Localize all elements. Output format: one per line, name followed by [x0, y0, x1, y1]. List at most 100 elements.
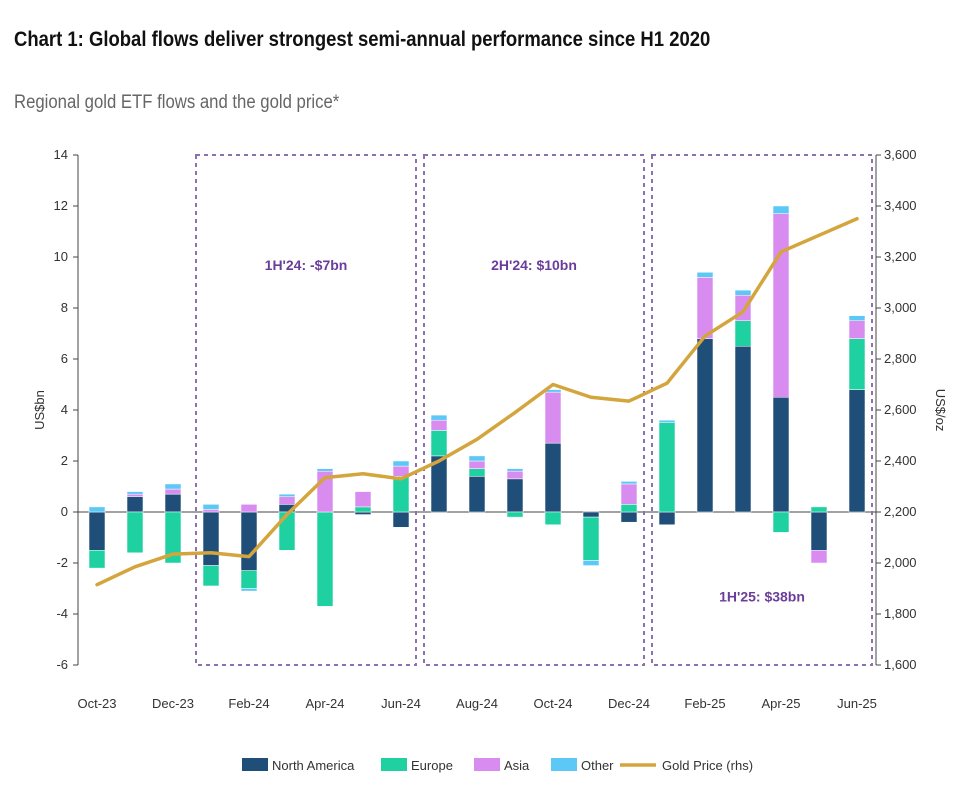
y-left-tick-label: 10 — [54, 249, 68, 264]
chart-subtitle: Regional gold ETF flows and the gold pri… — [14, 92, 340, 113]
y-right-tick-label: 2,800 — [884, 351, 917, 366]
bar-asia — [164, 488, 182, 495]
bar-europe — [658, 422, 676, 513]
bar-north-america — [734, 346, 752, 513]
bar-other — [772, 205, 790, 214]
x-tick-label: Feb-25 — [684, 696, 725, 711]
bar-north-america — [658, 511, 676, 525]
period-label: 1H'25: $38bn — [719, 588, 805, 604]
x-tick-label: Aug-24 — [456, 696, 498, 711]
y-left-tick-label: 6 — [61, 351, 68, 366]
bar-other — [734, 289, 752, 296]
y-left-tick-label: -2 — [56, 555, 68, 570]
x-tick-label: Apr-24 — [305, 696, 344, 711]
y-right-tick-label: 3,000 — [884, 300, 917, 315]
y-right-tick-label: 1,600 — [884, 657, 917, 672]
bar-north-america — [506, 478, 524, 513]
bar-asia — [278, 496, 296, 505]
bar-europe — [772, 511, 790, 533]
y-right-tick-label: 1,800 — [884, 606, 917, 621]
bar-europe — [620, 504, 638, 513]
legend-label: North America — [272, 758, 355, 773]
y-left-tick-label: 12 — [54, 198, 68, 213]
x-tick-label: Oct-24 — [533, 696, 572, 711]
period-box — [423, 154, 645, 666]
bar-other — [506, 468, 524, 472]
y-left-axis-label: US$bn — [32, 390, 47, 430]
bar-europe — [316, 511, 334, 607]
y-right-tick-label: 2,000 — [884, 555, 917, 570]
bar-europe — [468, 468, 486, 477]
x-tick-label: Dec-23 — [152, 696, 194, 711]
y-left-tick-label: 0 — [61, 504, 68, 519]
x-tick-label: Jun-25 — [837, 696, 877, 711]
bar-other — [582, 560, 600, 566]
bar-other — [848, 315, 866, 321]
bar-north-america — [126, 496, 144, 513]
bar-north-america — [620, 511, 638, 523]
legend-swatch — [242, 758, 268, 771]
bar-asia — [126, 493, 144, 497]
y-right-tick-label: 3,200 — [884, 249, 917, 264]
bar-other — [202, 504, 220, 510]
bar-asia — [772, 213, 790, 398]
bar-asia — [468, 460, 486, 469]
bar-other — [316, 468, 334, 472]
legend-label: Asia — [504, 758, 530, 773]
bar-other — [88, 506, 106, 513]
bar-other — [164, 483, 182, 490]
x-tick-label: Feb-24 — [228, 696, 269, 711]
x-tick-label: Apr-25 — [761, 696, 800, 711]
bar-asia — [240, 504, 258, 513]
bar-europe — [848, 338, 866, 390]
y-right-tick-label: 2,600 — [884, 402, 917, 417]
y-left-tick-label: 2 — [61, 453, 68, 468]
y-left-tick-label: 14 — [54, 147, 68, 162]
bar-north-america — [582, 511, 600, 518]
bar-europe — [810, 506, 828, 513]
bar-north-america — [696, 338, 714, 513]
bar-asia — [810, 550, 828, 564]
y-right-axis-label: US$/oz — [933, 389, 948, 432]
bar-other — [620, 481, 638, 485]
x-tick-label: Jun-24 — [381, 696, 421, 711]
legend-swatch — [551, 758, 577, 771]
legend-label: Other — [581, 758, 614, 773]
period-box — [195, 154, 417, 666]
bar-europe — [430, 430, 448, 457]
y-left-tick-label: 8 — [61, 300, 68, 315]
chart-title: Chart 1: Global flows deliver strongest … — [14, 28, 711, 51]
y-right-tick-label: 3,400 — [884, 198, 917, 213]
bar-north-america — [468, 476, 486, 513]
legend-swatch — [381, 758, 407, 771]
bar-europe — [544, 511, 562, 525]
y-left-tick-label: 4 — [61, 402, 68, 417]
legend-swatch — [474, 758, 500, 771]
bar-other — [696, 272, 714, 278]
x-tick-label: Dec-24 — [608, 696, 650, 711]
period-box — [651, 154, 873, 666]
bar-north-america — [392, 511, 410, 528]
bar-north-america — [354, 511, 372, 515]
bar-asia — [544, 391, 562, 444]
bar-north-america — [202, 511, 220, 566]
x-tick-label: Oct-23 — [77, 696, 116, 711]
bar-europe — [164, 511, 182, 564]
bar-europe — [354, 506, 372, 513]
bar-other — [240, 588, 258, 592]
bar-north-america — [88, 511, 106, 551]
bar-asia — [354, 491, 372, 508]
bar-europe — [582, 516, 600, 561]
bar-north-america — [772, 397, 790, 513]
bar-europe — [202, 565, 220, 587]
bar-europe — [734, 320, 752, 347]
y-left-tick-label: -4 — [56, 606, 68, 621]
bar-asia — [620, 483, 638, 505]
bar-other — [658, 419, 676, 424]
y-left-tick-label: -6 — [56, 657, 68, 672]
bar-europe — [506, 511, 524, 518]
bar-europe — [126, 511, 144, 554]
bar-other — [392, 460, 410, 467]
bar-north-america — [164, 493, 182, 513]
